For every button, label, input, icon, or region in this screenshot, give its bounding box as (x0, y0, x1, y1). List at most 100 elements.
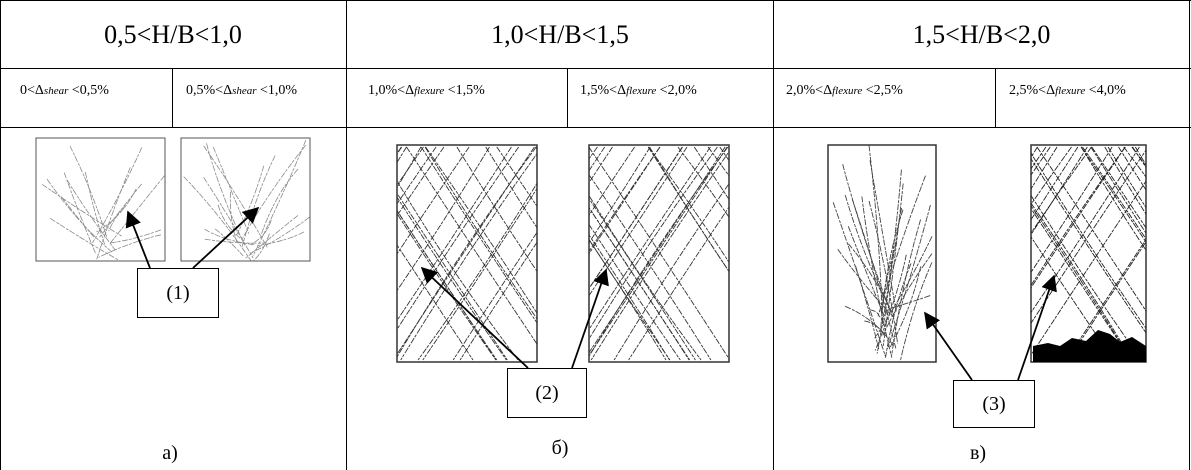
crack-line (887, 204, 931, 350)
table-border-top (0, 0, 1191, 1)
drift-range-2: 0,5%<Δshear <1,0% (186, 83, 298, 98)
column-divider-1 (346, 0, 347, 470)
sub-divider-1 (172, 68, 173, 127)
crack-line (98, 234, 161, 258)
crack-line (1031, 146, 1113, 274)
crack-line (882, 253, 933, 336)
crack-line (589, 238, 667, 361)
crack-line (92, 147, 143, 244)
crack-line (589, 146, 729, 358)
crack-line (400, 152, 537, 361)
crack-line (649, 146, 729, 273)
crack-line (1123, 146, 1146, 178)
crack-line (842, 147, 983, 360)
crack-line (589, 234, 670, 361)
crack-line (1036, 146, 1146, 312)
crack-line (589, 146, 711, 331)
row-divider-2 (0, 127, 1191, 128)
crack-line (397, 146, 519, 331)
crack-line (1031, 205, 1132, 361)
crack-line (589, 146, 728, 357)
crack-line (485, 146, 537, 229)
crack-line (876, 169, 902, 354)
crack-line (214, 228, 244, 257)
crack-line (1031, 236, 1114, 361)
crack-line (192, 147, 333, 360)
crack-line (719, 146, 729, 162)
crack-line (1080, 146, 1146, 243)
crack-line (589, 146, 688, 297)
crack-line (41, 184, 122, 237)
crack-line (589, 174, 712, 361)
crack-line (203, 177, 254, 259)
crack-line (1131, 146, 1146, 167)
crack-line (589, 206, 691, 361)
crack-line (245, 215, 299, 259)
crack-line (589, 197, 696, 361)
crack-line (84, 171, 106, 246)
crack-line (728, 146, 729, 149)
crack-line (693, 146, 729, 201)
crack-line (1135, 146, 1146, 166)
crushed-concrete-zone (1033, 330, 1146, 362)
drift-range-6: 2,5%<Δflexure <4,0% (1009, 83, 1126, 98)
arrow-3a (924, 311, 973, 381)
crack-line (589, 146, 683, 290)
crack-line (1031, 146, 1126, 289)
crack-line (1031, 146, 1058, 190)
crack-line (837, 249, 891, 315)
crack-line (589, 146, 635, 217)
crack-line (397, 146, 512, 322)
crack-line (842, 147, 983, 360)
crack-line (1031, 146, 1079, 221)
crack-line (252, 140, 307, 256)
crack-line (1031, 146, 1088, 236)
crack-line (869, 160, 897, 312)
crack-line (206, 143, 246, 246)
caption-a: а) (162, 442, 178, 464)
crack-line (613, 182, 729, 361)
arrow-1a (125, 210, 151, 269)
arrow-1b (192, 206, 260, 269)
crack-line (1091, 146, 1146, 229)
sub-divider-2 (567, 68, 568, 127)
row-divider-1 (0, 68, 1191, 69)
crack-line (253, 233, 270, 261)
crack-line (95, 167, 131, 261)
crack-line (589, 146, 651, 244)
crack-line (735, 147, 876, 360)
crack-line (397, 146, 402, 155)
crack-line (383, 147, 524, 360)
crack-line (96, 188, 137, 233)
crack-line (452, 231, 537, 361)
crack-line (46, 178, 114, 254)
crack-line (677, 146, 729, 218)
crack-line (851, 199, 897, 349)
crack-line (1031, 152, 1146, 330)
crack-line (589, 146, 598, 160)
crack-line (891, 219, 922, 356)
crack-line (832, 202, 886, 357)
crack-line (785, 147, 926, 360)
crack-line (397, 146, 437, 205)
crack-line (236, 165, 265, 236)
crack-line (1118, 146, 1146, 191)
crack-line (1107, 146, 1146, 209)
crack-line (891, 295, 931, 309)
crack-line (496, 146, 537, 208)
crack-line (628, 206, 729, 361)
crack-line (397, 146, 407, 164)
table-border-right (1189, 0, 1190, 470)
crack-line (1031, 146, 1140, 314)
crack-line (1082, 146, 1146, 240)
crack-line (589, 146, 661, 255)
crack-line (1154, 147, 1191, 360)
crack-line (545, 147, 686, 360)
arrow-2a (420, 266, 529, 369)
wall-panel-5 (827, 144, 937, 363)
crack-line (589, 194, 702, 361)
crack-line (1067, 241, 1146, 361)
crack-line (1031, 146, 1047, 170)
crack-line (877, 175, 926, 317)
